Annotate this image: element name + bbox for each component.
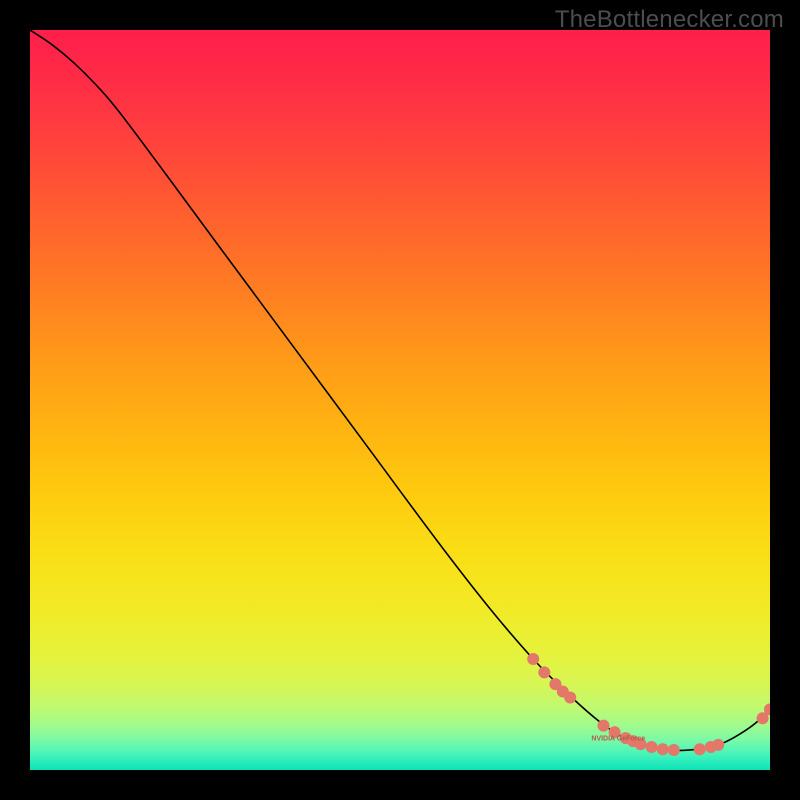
- data-marker: [712, 739, 724, 751]
- gpu-label: NVIDIA GeForce: [591, 735, 645, 742]
- data-marker: [694, 743, 706, 755]
- data-marker: [646, 741, 658, 753]
- data-marker: [527, 653, 539, 665]
- plot-area: NVIDIA GeForce: [30, 30, 770, 770]
- watermark-text: TheBottlenecker.com: [555, 6, 784, 34]
- data-marker: [598, 720, 610, 732]
- plot-svg: NVIDIA GeForce: [30, 30, 770, 770]
- data-marker: [538, 666, 550, 678]
- data-marker: [564, 691, 576, 703]
- data-marker: [668, 744, 680, 756]
- chart-frame: TheBottlenecker.com NVIDIA GeForce: [0, 0, 800, 800]
- data-marker: [657, 743, 669, 755]
